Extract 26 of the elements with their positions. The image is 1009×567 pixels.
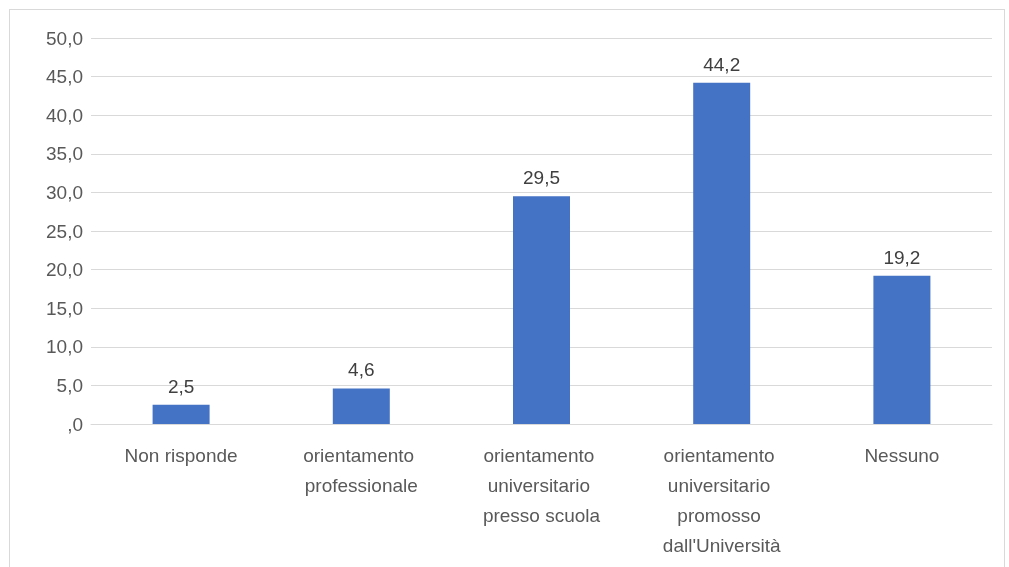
y-tick-label: 25,0 <box>46 220 83 242</box>
x-tick-label: Non risponde <box>124 444 238 466</box>
bar <box>693 82 751 424</box>
bar <box>513 196 570 424</box>
x-tick-label: orientamento universitario promosso dall'Università <box>662 444 781 556</box>
y-tick-label: 35,0 <box>46 143 83 165</box>
y-tick-label: 50,0 <box>46 27 83 49</box>
y-tick-label: 15,0 <box>46 297 83 319</box>
data-label: 44,2 <box>703 53 741 75</box>
x-tick-label: orientamento universitario presso scuola <box>482 444 601 526</box>
data-label: 2,5 <box>167 375 195 397</box>
bar <box>873 275 931 424</box>
x-tick-label: orientamento professionale <box>303 444 420 496</box>
y-tick-label: 5,0 <box>56 374 83 396</box>
y-tick-label: 30,0 <box>46 181 83 203</box>
bar <box>152 404 210 424</box>
x-tick-label: Nessuno <box>864 444 940 466</box>
y-tick-label: 10,0 <box>46 336 83 358</box>
y-tick-label: 20,0 <box>46 259 83 281</box>
bar <box>332 388 390 424</box>
data-label: 29,5 <box>523 167 560 189</box>
y-tick-label: 40,0 <box>46 104 83 126</box>
data-label: 4,6 <box>348 359 375 381</box>
y-tick-label: 45,0 <box>46 66 83 88</box>
y-tick-label: ,0 <box>67 413 83 435</box>
data-label: 19,2 <box>883 246 921 268</box>
